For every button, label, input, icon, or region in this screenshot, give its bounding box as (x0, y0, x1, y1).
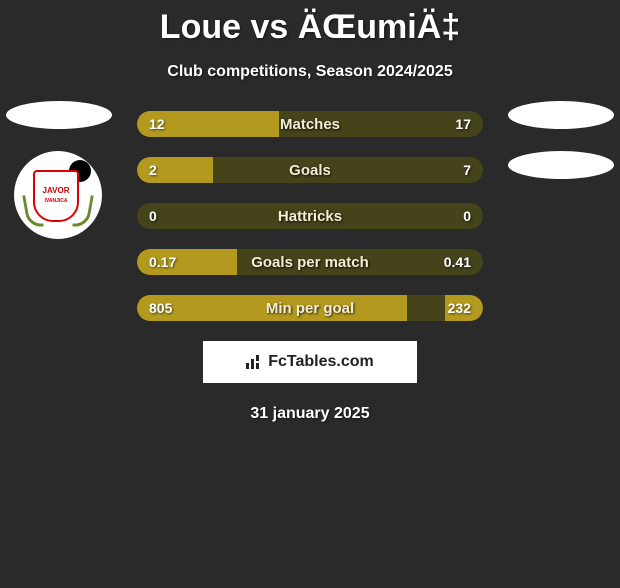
brand-box[interactable]: FcTables.com (203, 341, 417, 383)
stat-label: Min per goal (266, 300, 354, 317)
stat-label: Matches (280, 116, 340, 133)
team-logo-placeholder (508, 151, 614, 179)
shield-icon: JAVOR IVANJICA (33, 170, 79, 222)
page-title: Loue vs ÄŒumiÄ‡ (0, 8, 620, 47)
stat-label: Goals (289, 162, 331, 179)
stat-bars: 12 Matches 17 2 Goals 7 0 Hattricks 0 0.17 Goals p… (137, 111, 483, 321)
stat-row: 0 Hattricks 0 (137, 203, 483, 229)
stat-value-left: 805 (149, 300, 172, 316)
stat-value-right: 232 (448, 300, 471, 316)
stat-label: Hattricks (278, 208, 342, 225)
brand-text: FcTables.com (268, 353, 374, 371)
stat-value-right: 17 (455, 116, 471, 132)
stat-value-left: 12 (149, 116, 165, 132)
stat-value-right: 0.41 (444, 254, 471, 270)
stats-area: JAVOR IVANJICA 12 Matches 17 2 Goals 7 0 Hattri… (0, 111, 620, 321)
stat-label: Goals per match (251, 254, 369, 271)
left-team-avatars: JAVOR IVANJICA (6, 101, 112, 239)
stat-value-left: 2 (149, 162, 157, 178)
player-avatar-placeholder (6, 101, 112, 129)
date-label: 31 january 2025 (0, 405, 620, 423)
stat-value-right: 0 (463, 208, 471, 224)
stat-row: 0.17 Goals per match 0.41 (137, 249, 483, 275)
stat-row: 805 Min per goal 232 (137, 295, 483, 321)
right-team-avatars (508, 101, 614, 201)
player-avatar-placeholder (508, 101, 614, 129)
team-logo-left: JAVOR IVANJICA (14, 151, 102, 239)
stat-row: 12 Matches 17 (137, 111, 483, 137)
chart-icon (246, 355, 264, 369)
stat-value-left: 0 (149, 208, 157, 224)
stat-value-right: 7 (463, 162, 471, 178)
subtitle: Club competitions, Season 2024/2025 (0, 63, 620, 81)
logo-text: JAVOR IVANJICA (43, 187, 70, 205)
stat-value-left: 0.17 (149, 254, 176, 270)
stat-row: 2 Goals 7 (137, 157, 483, 183)
